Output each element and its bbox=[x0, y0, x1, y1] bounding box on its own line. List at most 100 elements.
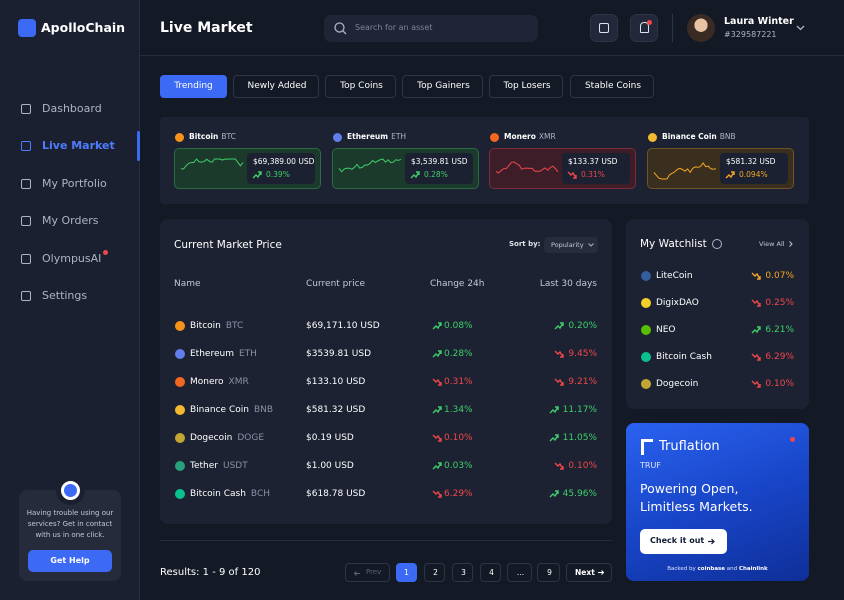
page-number[interactable]: ... bbox=[516, 567, 525, 577]
promo-backer-text: coinbase bbox=[697, 566, 726, 572]
page-button[interactable]: 4 bbox=[480, 563, 501, 582]
nav-item[interactable]: My Orders bbox=[42, 214, 99, 228]
page-number[interactable]: 4 bbox=[489, 567, 494, 577]
coin-name[interactable]: Monero bbox=[190, 376, 224, 387]
help-button[interactable]: Get Help bbox=[28, 550, 112, 572]
nav-item[interactable]: OlympusAI bbox=[42, 252, 102, 266]
add-icon[interactable] bbox=[712, 239, 722, 249]
filter-tab[interactable]: Newly Added bbox=[233, 75, 319, 98]
card-coin-name: Binance Coin bbox=[662, 132, 717, 141]
promo-backer-text: Chainlink bbox=[738, 566, 768, 572]
nav-item[interactable]: Settings bbox=[42, 289, 88, 303]
page-button[interactable]: 1 bbox=[396, 563, 417, 582]
nav-active-bar bbox=[137, 131, 140, 161]
page-number[interactable]: 9 bbox=[547, 567, 552, 577]
trend-card[interactable]: $3,539.81 USD 0.28% bbox=[332, 148, 479, 189]
coin-name[interactable]: Dogecoin bbox=[190, 432, 233, 443]
promo-dot bbox=[790, 437, 795, 442]
watchlist-change: 6.21% bbox=[765, 324, 794, 335]
card-price: $3,539.81 USD bbox=[411, 157, 468, 166]
trending-panel: Bitcoin BTC $69,389.00 USD 0.39% Ethereum ETH… bbox=[160, 117, 809, 204]
sort-dropdown[interactable]: Popularity bbox=[544, 237, 598, 253]
coin-name[interactable]: Bitcoin bbox=[190, 320, 221, 331]
page-number[interactable]: 2 bbox=[433, 567, 438, 577]
column-header: Name bbox=[174, 278, 201, 289]
help-button-label[interactable]: Get Help bbox=[50, 555, 90, 565]
filter-tab[interactable]: Trending bbox=[160, 75, 227, 98]
change-24h: 0.08% bbox=[444, 320, 473, 331]
coin-icon bbox=[175, 377, 185, 387]
user-avatar[interactable] bbox=[687, 14, 715, 42]
filter-tab[interactable]: Top Coins bbox=[325, 75, 396, 98]
coin-symbol: ETH bbox=[238, 348, 257, 359]
sparkline bbox=[180, 158, 244, 170]
prev-label[interactable]: Prev bbox=[366, 568, 382, 577]
trend-arrow bbox=[432, 350, 442, 358]
filter-tab[interactable]: Top Gainers bbox=[402, 75, 483, 98]
help-text: with us in one click. bbox=[35, 531, 105, 540]
change-30d: 9.21% bbox=[568, 376, 597, 387]
next-button[interactable]: Next bbox=[566, 563, 612, 582]
coin-name[interactable]: Tether bbox=[190, 460, 218, 471]
watchlist-coin[interactable]: Bitcoin Cash bbox=[656, 351, 712, 362]
promo-button[interactable]: Check it out bbox=[640, 529, 727, 554]
page-button[interactable]: 2 bbox=[424, 563, 445, 582]
trend-card[interactable]: $69,389.00 USD 0.39% bbox=[174, 148, 321, 189]
filter-tab-label[interactable]: Top Gainers bbox=[417, 81, 470, 92]
page-title: Live Market bbox=[160, 19, 253, 36]
card-coin-name: Monero bbox=[504, 132, 536, 141]
page-button[interactable]: 3 bbox=[452, 563, 473, 582]
coin-name[interactable]: Bitcoin Cash bbox=[190, 488, 246, 499]
page-number[interactable]: 3 bbox=[461, 567, 466, 577]
search-box[interactable]: Search for an asset bbox=[324, 15, 538, 42]
trend-arrow bbox=[554, 322, 565, 330]
column-header: Last 30 days bbox=[539, 278, 597, 289]
filter-tab-label[interactable]: Top Coins bbox=[340, 81, 383, 92]
dropdown-chevron bbox=[588, 243, 594, 247]
page-button[interactable]: 9 bbox=[537, 563, 560, 582]
watchlist-coin[interactable]: LiteCoin bbox=[656, 270, 693, 281]
trend-card[interactable]: $133.37 USD 0.31% bbox=[489, 148, 636, 189]
filter-tab-label[interactable]: Stable Coins bbox=[584, 81, 642, 92]
filter-tab-label[interactable]: Top Losers bbox=[503, 81, 551, 92]
watchlist-coin[interactable]: NEO bbox=[656, 324, 676, 335]
change-30d: 45.96% bbox=[562, 488, 597, 499]
next-label[interactable]: Next bbox=[575, 567, 595, 577]
prev-arrow bbox=[353, 571, 360, 576]
nav-icon bbox=[21, 291, 31, 301]
prev-button[interactable]: Prev bbox=[345, 563, 390, 582]
filter-tab[interactable]: Top Losers bbox=[489, 75, 563, 98]
filter-tab-label[interactable]: Newly Added bbox=[247, 81, 307, 92]
market-title: Current Market Price bbox=[174, 238, 282, 251]
page-button[interactable]: ... bbox=[507, 563, 532, 582]
sort-value[interactable]: Popularity bbox=[551, 240, 584, 249]
page-number[interactable]: 1 bbox=[404, 567, 409, 577]
card-coin-name: Bitcoin bbox=[189, 132, 219, 141]
notification-button[interactable] bbox=[630, 14, 658, 42]
nav-item[interactable]: Dashboard bbox=[42, 102, 102, 116]
coin-icon bbox=[175, 349, 185, 359]
trend-arrow bbox=[554, 378, 565, 386]
card-change: 0.39% bbox=[266, 170, 290, 179]
filter-tab[interactable]: Stable Coins bbox=[570, 75, 654, 98]
watchlist-coin[interactable]: DigixDAO bbox=[656, 297, 699, 308]
bell-icon bbox=[640, 22, 649, 33]
sort-label: Sort by: bbox=[509, 240, 541, 249]
coin-icon bbox=[332, 132, 342, 142]
coin-price: $133.10 USD bbox=[306, 376, 366, 387]
card-coin-symbol: XMR bbox=[538, 132, 556, 141]
card-price: $581.32 USD bbox=[726, 157, 776, 166]
coin-name[interactable]: Ethereum bbox=[190, 348, 234, 359]
nav-item[interactable]: My Portfolio bbox=[42, 177, 107, 191]
nav-item[interactable]: Live Market bbox=[42, 139, 115, 153]
view-all-link[interactable]: View All bbox=[759, 239, 785, 248]
coin-name[interactable]: Binance Coin bbox=[190, 404, 249, 415]
watchlist-coin[interactable]: Dogecoin bbox=[656, 378, 699, 389]
filter-tab-label[interactable]: Trending bbox=[174, 81, 213, 92]
trend-arrow bbox=[725, 171, 735, 179]
announcement-button[interactable] bbox=[590, 14, 618, 42]
trend-card[interactable]: $581.32 USD 0.094% bbox=[647, 148, 794, 189]
promo-button-label[interactable]: Check it out bbox=[650, 536, 705, 546]
change-30d: 0.20% bbox=[568, 320, 597, 331]
card-price: $133.37 USD bbox=[568, 157, 618, 166]
